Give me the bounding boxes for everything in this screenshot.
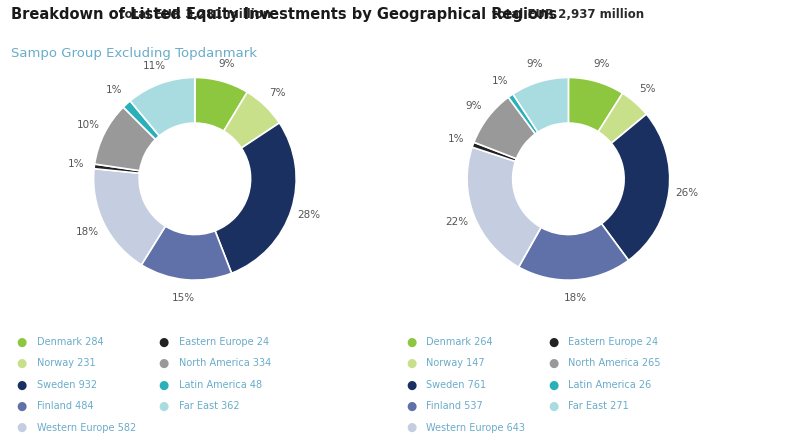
Text: 9%: 9%	[593, 59, 609, 69]
Wedge shape	[95, 107, 155, 171]
Wedge shape	[474, 97, 534, 159]
Text: ●: ●	[406, 421, 416, 434]
Text: ●: ●	[406, 378, 416, 392]
Text: 9%: 9%	[465, 101, 481, 111]
Text: ●: ●	[406, 335, 416, 349]
Text: 22%: 22%	[444, 217, 468, 227]
Text: ●: ●	[406, 400, 416, 413]
Wedge shape	[601, 114, 669, 260]
Text: Denmark 264: Denmark 264	[426, 337, 492, 347]
Text: Norway 147: Norway 147	[426, 358, 484, 368]
Wedge shape	[508, 94, 537, 134]
Text: ●: ●	[158, 400, 169, 413]
Wedge shape	[195, 77, 247, 131]
Text: 28%: 28%	[297, 210, 320, 220]
Wedge shape	[215, 123, 296, 273]
Wedge shape	[123, 101, 159, 139]
Text: ●: ●	[158, 357, 169, 370]
Text: North America 334: North America 334	[178, 358, 271, 368]
Text: 10%: 10%	[76, 120, 100, 130]
Text: ●: ●	[547, 357, 558, 370]
Text: 26%: 26%	[675, 188, 697, 198]
Text: ●: ●	[547, 400, 558, 413]
Text: 18%: 18%	[564, 293, 586, 303]
Text: ●: ●	[16, 378, 27, 392]
Text: Far East 271: Far East 271	[568, 401, 629, 411]
Text: Western Europe 582: Western Europe 582	[36, 423, 135, 433]
Text: Finland 484: Finland 484	[36, 401, 93, 411]
Text: 1%: 1%	[491, 76, 508, 86]
Wedge shape	[94, 164, 139, 173]
Wedge shape	[513, 77, 568, 132]
Text: Latin America 48: Latin America 48	[178, 380, 261, 390]
Text: ●: ●	[547, 335, 558, 349]
Wedge shape	[466, 147, 540, 267]
Text: ●: ●	[158, 335, 169, 349]
Text: 18%: 18%	[76, 227, 99, 236]
Text: Latin America 26: Latin America 26	[568, 380, 651, 390]
Text: 5%: 5%	[638, 84, 654, 94]
Wedge shape	[598, 93, 646, 143]
Wedge shape	[568, 77, 622, 132]
Text: Eastern Europe 24: Eastern Europe 24	[568, 337, 658, 347]
Text: 1%: 1%	[447, 134, 464, 143]
Text: North America 265: North America 265	[568, 358, 660, 368]
Text: Breakdown of Listed Equity Investments by Geographical Regions: Breakdown of Listed Equity Investments b…	[11, 7, 556, 22]
Wedge shape	[224, 92, 279, 148]
Text: 9%: 9%	[526, 59, 542, 69]
Text: 1%: 1%	[68, 159, 84, 169]
Wedge shape	[141, 226, 231, 280]
Text: ●: ●	[406, 357, 416, 370]
Text: 15%: 15%	[172, 293, 195, 303]
Text: Western Europe 643: Western Europe 643	[426, 423, 525, 433]
Text: Far East 362: Far East 362	[178, 401, 239, 411]
Text: Sweden 761: Sweden 761	[426, 380, 486, 390]
Text: ●: ●	[16, 335, 27, 349]
Text: Denmark 284: Denmark 284	[36, 337, 103, 347]
Text: ●: ●	[16, 400, 27, 413]
Title: 31 December 2019
total EUR 3,281 million: 31 December 2019 total EUR 3,281 million	[118, 0, 271, 21]
Text: Finland 537: Finland 537	[426, 401, 483, 411]
Text: Eastern Europe 24: Eastern Europe 24	[178, 337, 268, 347]
Wedge shape	[93, 169, 165, 265]
Text: Sampo Group Excluding Topdanmark: Sampo Group Excluding Topdanmark	[11, 47, 256, 60]
Wedge shape	[518, 224, 628, 280]
Text: 7%: 7%	[269, 88, 285, 97]
Text: ●: ●	[16, 421, 27, 434]
Text: ●: ●	[158, 378, 169, 392]
Text: 9%: 9%	[218, 59, 235, 69]
Text: ●: ●	[16, 357, 27, 370]
Wedge shape	[130, 77, 195, 136]
Text: 1%: 1%	[106, 85, 122, 96]
Text: Sweden 932: Sweden 932	[36, 380, 97, 390]
Title: 31 December 2018
total EUR 2,937 million: 31 December 2018 total EUR 2,937 million	[491, 0, 644, 21]
Wedge shape	[471, 142, 516, 161]
Text: Norway 231: Norway 231	[36, 358, 95, 368]
Text: ●: ●	[547, 378, 558, 392]
Text: 11%: 11%	[143, 61, 165, 72]
